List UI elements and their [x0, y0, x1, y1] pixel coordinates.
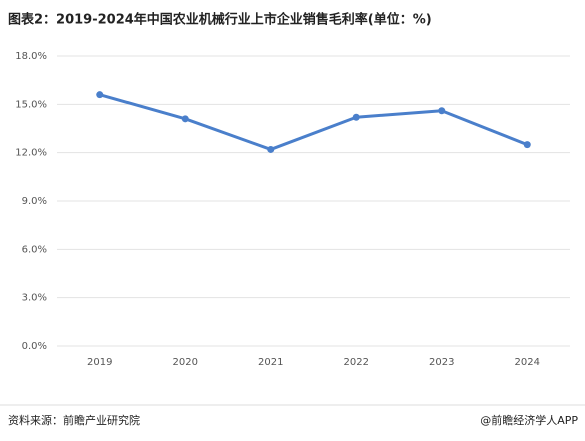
x-tick-label: 2023: [429, 357, 454, 368]
credit: @前瞻经济学人APP: [480, 413, 578, 427]
point: [438, 107, 446, 115]
y-tick-label: 0.0%: [22, 341, 47, 352]
x-tick-label: 2019: [87, 357, 112, 368]
source: 资料来源：前瞻产业研究院: [8, 413, 140, 427]
x-tick-label: 2024: [515, 357, 540, 368]
y-tick-label: 9.0%: [22, 196, 47, 207]
point: [523, 141, 531, 149]
chart-title: 图表2：2019-2024年中国农业机械行业上市企业销售毛利率(单位：%): [8, 12, 432, 28]
x-tick-label: 2021: [258, 357, 283, 368]
line: [99, 93, 528, 151]
y-tick-label: 18.0%: [15, 51, 47, 62]
x-tick-label: 2022: [344, 357, 369, 368]
point: [96, 91, 104, 99]
point: [352, 113, 360, 121]
y-tick-label: 6.0%: [22, 244, 47, 255]
x-tick-label: 2020: [173, 357, 198, 368]
point: [181, 115, 189, 123]
point: [267, 145, 275, 153]
y-tick-label: 15.0%: [15, 99, 47, 110]
y-tick-label: 12.0%: [15, 148, 47, 159]
y-tick-label: 3.0%: [22, 293, 47, 304]
